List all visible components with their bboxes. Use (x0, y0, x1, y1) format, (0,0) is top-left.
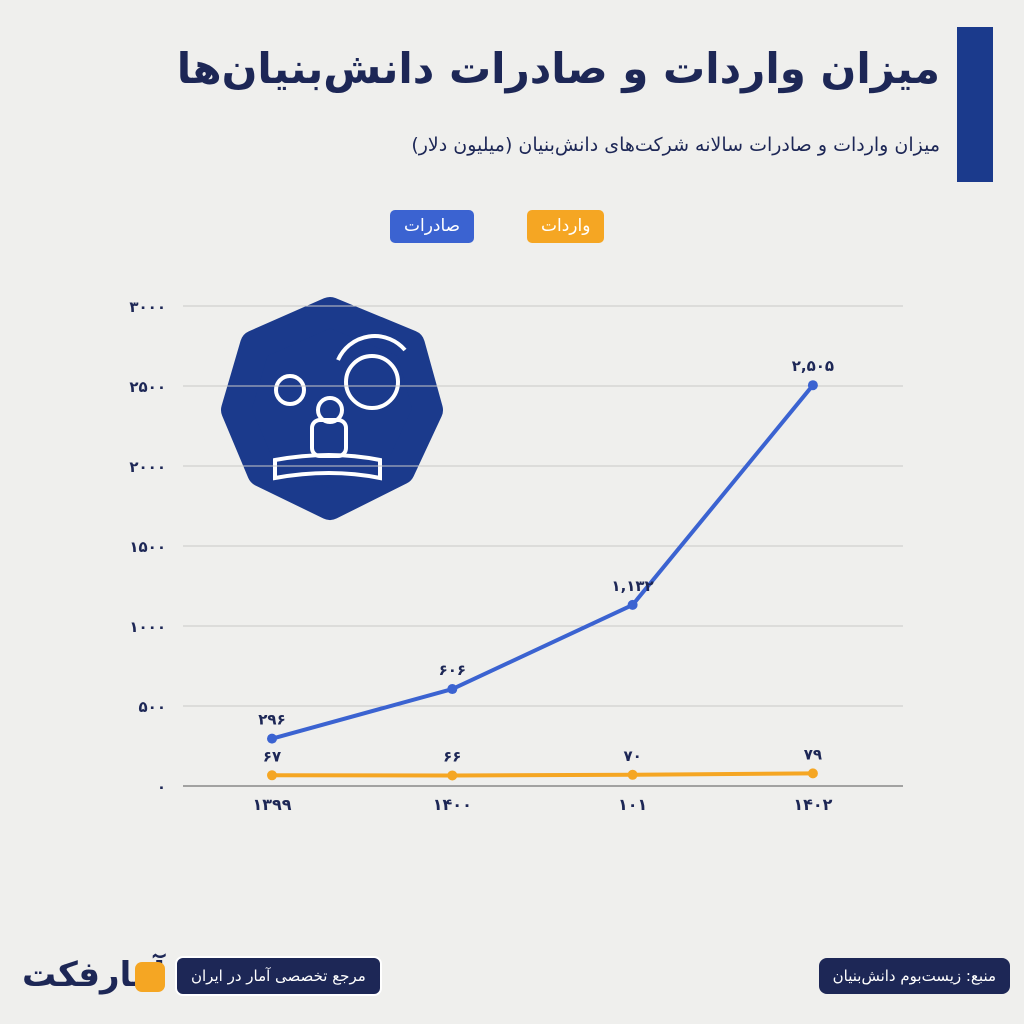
data-point (807, 768, 818, 779)
accent-bar (957, 27, 993, 182)
y-tick-label: ۱۰۰۰ (129, 618, 166, 636)
tagline: مرجع تخصصی آمار در ایران (175, 956, 382, 996)
x-tick-label: ۱۳۹۹ (252, 795, 291, 814)
source-label: منبع: زیست‌بوم دانش‌بنیان (818, 958, 1010, 994)
x-tick-label: ۱۰۱ (618, 795, 647, 814)
data-point (627, 769, 638, 780)
data-point (267, 770, 277, 781)
y-tick-label: ۲۵۰۰ (129, 378, 166, 396)
x-tick-label: ۱۴۰۲ (793, 795, 832, 814)
data-label: ۶۷ (263, 747, 281, 765)
data-label: ۷۰ (623, 747, 641, 765)
legend-entry: صادرات (390, 210, 475, 243)
data-label: ۲۹۶ (258, 711, 285, 729)
data-label: ۱,۱۳۲ (611, 577, 653, 595)
y-tick-label: ۵۰۰ (139, 698, 166, 716)
data-point (447, 684, 458, 695)
chart-title: میزان واردات و صادرات دانش‌بنیان‌ها (176, 44, 940, 93)
chart-subtitle: میزان واردات و صادرات سالانه شرکت‌های دا… (411, 134, 940, 156)
y-tick-label: ۲۰۰۰ (129, 458, 166, 476)
data-label: ۲,۵۰۵ (792, 357, 834, 375)
data-point (807, 380, 818, 391)
series-line (271, 383, 815, 741)
y-tick-label: ۰ (157, 778, 166, 796)
logo-mark (135, 962, 165, 992)
y-tick-label: ۳۰۰۰ (129, 298, 166, 316)
data-point (267, 733, 277, 744)
x-tick-label: ۱۴۰۰ (433, 795, 472, 814)
data-label: ۷۹ (804, 745, 822, 763)
chart: ۰ ۵۰۰ ۱۰۰۰ ۱۵۰۰ ۲۰۰۰ ۲۵۰۰ ۳۰۰۰ ۱۳۹۹ ۱۴۰۰ ۱۰۱ ۱۴۰۲ ۲… (129, 297, 903, 814)
data-point (447, 770, 458, 781)
data-label: ۶۰۶ (439, 661, 466, 679)
data-point (627, 599, 638, 610)
data-label: ۶۶ (443, 747, 461, 765)
y-tick-label: ۱۵۰۰ (129, 538, 166, 556)
legend-entry: واردات (527, 210, 605, 243)
icon (221, 297, 443, 520)
series-line (271, 771, 813, 778)
